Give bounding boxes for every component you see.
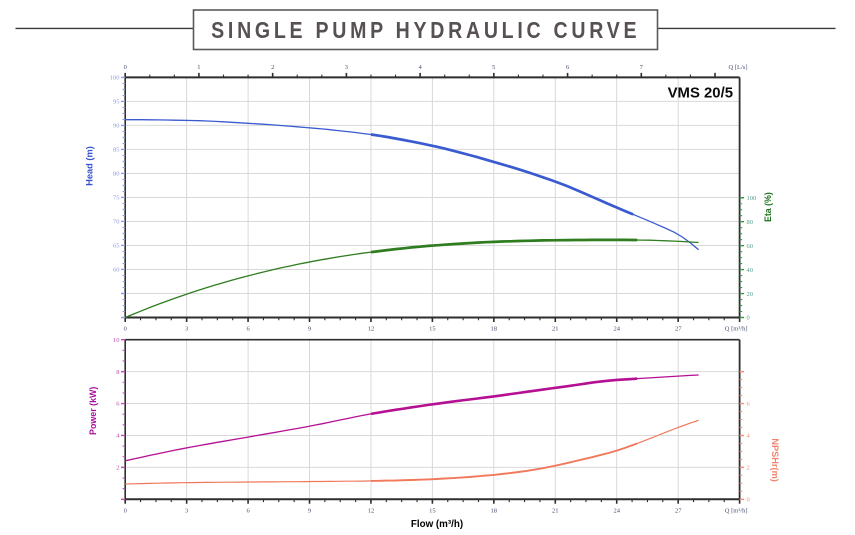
svg-text:20: 20	[747, 291, 754, 298]
svg-text:2: 2	[271, 64, 274, 71]
svg-text:15: 15	[429, 507, 436, 514]
svg-text:18: 18	[491, 507, 498, 514]
svg-text:9: 9	[308, 507, 311, 514]
svg-text:75: 75	[113, 195, 120, 202]
svg-text:6: 6	[246, 507, 250, 514]
svg-text:15: 15	[429, 325, 436, 332]
svg-text:4: 4	[116, 433, 120, 440]
svg-text:12: 12	[368, 325, 375, 332]
svg-text:Power (kW): Power (kW)	[88, 387, 98, 435]
svg-text:0: 0	[124, 64, 127, 71]
svg-text:95: 95	[113, 99, 120, 106]
svg-text:0: 0	[124, 325, 127, 332]
svg-text:27: 27	[675, 507, 682, 514]
svg-text:6: 6	[246, 325, 250, 332]
svg-text:90: 90	[113, 123, 120, 130]
svg-text:65: 65	[113, 243, 120, 250]
svg-text:85: 85	[113, 147, 120, 154]
svg-text:6: 6	[116, 401, 120, 408]
svg-text:6: 6	[566, 64, 570, 71]
svg-text:70: 70	[113, 219, 120, 226]
svg-text:0: 0	[747, 315, 750, 322]
svg-text:NPSHr(m): NPSHr(m)	[770, 438, 780, 481]
svg-text:7: 7	[640, 64, 644, 71]
svg-text:12: 12	[368, 507, 375, 514]
svg-text:Flow (m³/h): Flow (m³/h)	[411, 519, 463, 530]
svg-text:Head (m): Head (m)	[84, 146, 94, 186]
svg-text:80: 80	[113, 171, 120, 178]
svg-text:3: 3	[185, 507, 188, 514]
svg-text:2: 2	[116, 465, 119, 472]
svg-text:Q [m³/h]: Q [m³/h]	[725, 325, 748, 332]
svg-text:8: 8	[116, 369, 119, 376]
svg-text:18: 18	[491, 325, 498, 332]
svg-text:21: 21	[552, 507, 559, 514]
svg-text:0: 0	[124, 507, 127, 514]
svg-text:4: 4	[747, 433, 751, 440]
svg-text:0: 0	[747, 497, 750, 504]
svg-text:24: 24	[613, 507, 620, 514]
svg-text:40: 40	[747, 267, 754, 274]
svg-text:3: 3	[185, 325, 188, 332]
svg-text:Q [L/s]: Q [L/s]	[729, 64, 748, 71]
svg-text:5: 5	[492, 64, 495, 71]
svg-text:80: 80	[747, 219, 754, 226]
svg-text:VMS 20/5: VMS 20/5	[668, 86, 733, 102]
svg-text:Eta (%): Eta (%)	[763, 192, 773, 222]
svg-text:Q [m³/h]: Q [m³/h]	[725, 507, 748, 514]
svg-text:60: 60	[113, 267, 120, 274]
svg-text:1: 1	[197, 64, 200, 71]
svg-text:24: 24	[613, 325, 620, 332]
svg-text:4: 4	[418, 64, 422, 71]
svg-text:100: 100	[110, 75, 120, 82]
svg-text:2: 2	[747, 465, 750, 472]
svg-text:100: 100	[747, 195, 757, 202]
svg-text:6: 6	[747, 401, 751, 408]
svg-text:27: 27	[675, 325, 682, 332]
svg-text:60: 60	[747, 243, 754, 250]
svg-text:3: 3	[345, 64, 348, 71]
svg-text:21: 21	[552, 325, 559, 332]
svg-text:9: 9	[308, 325, 311, 332]
svg-text:10: 10	[113, 337, 120, 344]
svg-text:SINGLE PUMP HYDRAULIC CURVE: SINGLE PUMP HYDRAULIC CURVE	[211, 17, 640, 43]
